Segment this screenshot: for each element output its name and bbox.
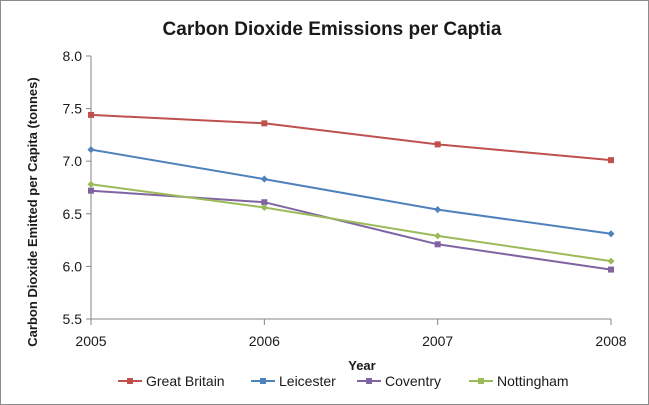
data-point (260, 203, 268, 212)
series-great-britain (88, 111, 614, 164)
data-point (608, 157, 614, 164)
y-tick-label: 8.0 (63, 48, 83, 64)
legend-label: Great Britain (146, 373, 225, 389)
data-point (260, 175, 268, 183)
legend-item: Nottingham (469, 373, 569, 389)
legend-label: Nottingham (497, 373, 569, 389)
x-tick-label: 2005 (75, 333, 106, 349)
series-leicester (87, 146, 615, 238)
data-point (434, 206, 442, 214)
legend: Great Britain Leicester Coventry Nottingham (118, 373, 569, 389)
axes: 5.5 6.0 6.5 7.0 7.5 8.0 2005 2006 2007 2008 (63, 48, 627, 349)
data-point (434, 241, 441, 248)
series-line (90, 183, 612, 263)
series-coventry (88, 187, 614, 273)
data-point (434, 141, 441, 148)
legend-marker (127, 378, 133, 384)
y-tick-label: 7.5 (63, 101, 83, 117)
data-point (87, 180, 95, 188)
data-point (608, 266, 614, 273)
legend-item: Coventry (357, 373, 441, 389)
series-line (90, 113, 612, 162)
chart-title: Carbon Dioxide Emissions per Captia (163, 19, 502, 40)
data-point (87, 146, 95, 154)
x-tick-label: 2006 (249, 333, 280, 349)
series-line (90, 148, 612, 235)
data-point (88, 111, 94, 118)
x-tick-label: 2008 (595, 333, 626, 349)
series-nottingham (87, 180, 615, 265)
data-point (607, 257, 615, 265)
data-point (607, 230, 615, 238)
legend-item: Great Britain (118, 373, 225, 389)
legend-label: Leicester (279, 373, 336, 389)
legend-marker (260, 378, 266, 384)
legend-marker (478, 378, 484, 384)
x-tick-label: 2007 (422, 333, 453, 349)
legend-label: Coventry (385, 373, 441, 389)
data-point (434, 232, 442, 240)
x-axis-title: Year (348, 358, 375, 373)
y-tick-label: 6.0 (63, 258, 83, 274)
series-lines (87, 111, 615, 273)
series-line (90, 189, 612, 271)
legend-marker (366, 378, 372, 384)
data-point (261, 120, 268, 127)
y-tick-label: 6.5 (63, 206, 83, 222)
data-point (88, 187, 94, 194)
legend-item: Leicester (251, 373, 336, 389)
y-tick-label: 7.0 (63, 153, 83, 169)
data-point (261, 199, 268, 206)
y-axis-title: Carbon Dioxide Emitted per Capita (tonne… (25, 77, 40, 346)
y-tick-label: 5.5 (63, 311, 83, 327)
